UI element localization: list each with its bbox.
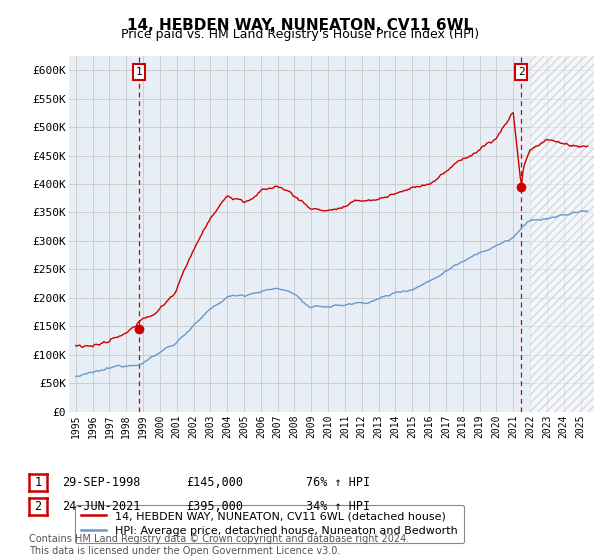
Text: 24-JUN-2021: 24-JUN-2021 [62,500,141,513]
Text: 29-SEP-1998: 29-SEP-1998 [62,476,141,489]
Text: 1: 1 [136,67,142,77]
Legend: 14, HEBDEN WAY, NUNEATON, CV11 6WL (detached house), HPI: Average price, detache: 14, HEBDEN WAY, NUNEATON, CV11 6WL (deta… [74,505,464,543]
Text: 14, HEBDEN WAY, NUNEATON, CV11 6WL: 14, HEBDEN WAY, NUNEATON, CV11 6WL [127,18,473,33]
Text: 76% ↑ HPI: 76% ↑ HPI [306,476,370,489]
Text: 2: 2 [34,500,41,513]
Bar [530,56,594,412]
Text: £145,000: £145,000 [186,476,243,489]
Text: £395,000: £395,000 [186,500,243,513]
Text: 1: 1 [34,476,41,489]
Text: 34% ↑ HPI: 34% ↑ HPI [306,500,370,513]
Text: 2: 2 [518,67,524,77]
Text: Price paid vs. HM Land Registry's House Price Index (HPI): Price paid vs. HM Land Registry's House … [121,28,479,41]
Text: Contains HM Land Registry data © Crown copyright and database right 2024.
This d: Contains HM Land Registry data © Crown c… [29,534,409,556]
